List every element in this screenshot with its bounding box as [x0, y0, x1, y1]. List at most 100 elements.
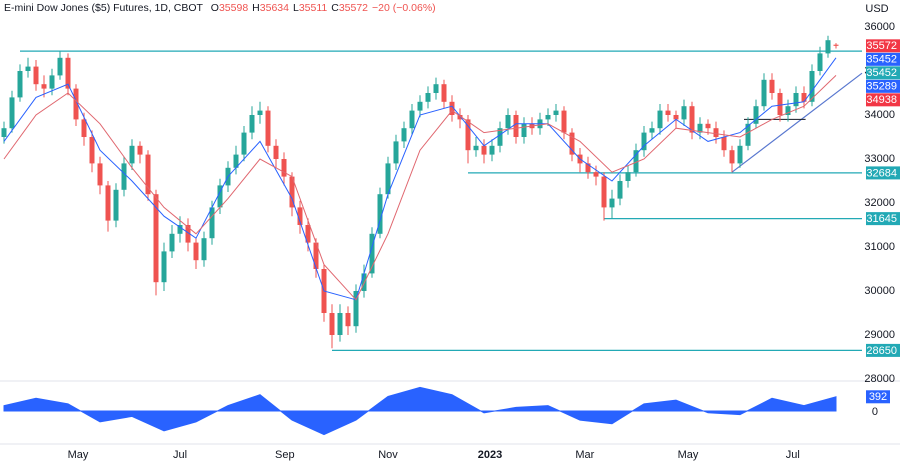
candle-body: [801, 93, 807, 102]
candle-body: [265, 110, 271, 146]
y-tick-label: 32000: [864, 197, 895, 209]
candle-body: [593, 172, 599, 177]
price-label-box: [866, 93, 900, 107]
candle-body: [633, 150, 639, 173]
price-label-box: [866, 66, 900, 80]
price-label-box: [866, 52, 900, 66]
candle-body: [505, 115, 511, 129]
candle-body: [441, 84, 447, 102]
candle-body: [209, 207, 215, 239]
indicator-area: [3, 386, 837, 436]
candle-body: [89, 137, 95, 164]
header-part: 35572: [339, 2, 368, 14]
indicator-label: 392: [869, 391, 887, 403]
price-label: 32684: [866, 167, 897, 179]
candle-body: [609, 198, 615, 208]
price-label-box: [866, 79, 900, 93]
candle-body: [601, 176, 607, 208]
y-tick-label: 30000: [864, 285, 895, 297]
candle-body: [761, 79, 767, 107]
candle-body: [169, 233, 175, 252]
candle-body: [161, 251, 167, 283]
y-tick-label: 28000: [864, 373, 895, 385]
candle-body: [473, 145, 479, 151]
moving-average: [3, 75, 837, 301]
candle-body: [273, 145, 279, 159]
candle-body: [113, 189, 119, 221]
header-part: 35634: [260, 2, 289, 14]
candle-body: [713, 128, 719, 137]
candle-body: [745, 123, 751, 146]
price-label: 35572: [866, 40, 897, 52]
candle-body: [817, 53, 823, 71]
candle-body: [145, 154, 151, 195]
candle-body: [497, 128, 503, 146]
candle-body: [481, 145, 487, 155]
x-tick-label: Jul: [786, 449, 800, 461]
candle-body: [433, 84, 439, 93]
candle-body: [201, 238, 207, 261]
x-tick-label: 2023: [478, 449, 502, 461]
candle-body: [417, 101, 423, 111]
candle-body: [385, 163, 391, 195]
candle-body: [561, 110, 567, 133]
candle-body: [249, 115, 255, 133]
candle-body: [465, 119, 471, 151]
candle-body: [17, 71, 23, 98]
candle-body: [233, 154, 239, 168]
candle-body: [793, 93, 799, 107]
x-tick-label: Mar: [575, 449, 594, 461]
candle-body: [81, 119, 87, 137]
candle-body: [33, 66, 39, 85]
candle-body: [369, 233, 375, 274]
x-tick-label: Sep: [275, 449, 295, 461]
candle-body: [177, 225, 183, 234]
candle-body: [777, 93, 783, 115]
candle-body: [129, 145, 135, 164]
header-part: 35511: [299, 2, 328, 14]
x-tick-label: May: [678, 449, 699, 461]
currency: USD: [865, 3, 888, 15]
indicator-label-box: [866, 390, 890, 404]
price-label: 35452: [866, 54, 897, 66]
y-tick-label: 33000: [864, 153, 895, 165]
candle-body: [681, 106, 687, 120]
candle-body: [297, 207, 303, 225]
candle-body: [569, 132, 575, 155]
candle-body: [449, 101, 455, 115]
header-part: C: [331, 2, 339, 14]
candle-body: [769, 79, 775, 93]
candle-body: [41, 84, 47, 89]
candle-body: [705, 123, 711, 129]
candle-body: [49, 75, 55, 89]
price-label: 34938: [866, 94, 897, 106]
candle-body: [105, 185, 111, 221]
candle-body: [393, 141, 399, 164]
candle-body: [665, 110, 671, 115]
candle-body: [409, 110, 415, 129]
candle-body: [97, 163, 103, 186]
header-part: 35598: [219, 2, 248, 14]
y-tick-label: 34000: [864, 109, 895, 121]
candle-body: [673, 115, 679, 120]
candle-body: [345, 313, 351, 327]
candle-body: [25, 66, 31, 71]
candle-body: [73, 88, 79, 120]
candle-body: [737, 145, 743, 164]
indicator-tick-label: 0: [872, 406, 878, 418]
x-tick-label: May: [68, 449, 89, 461]
candle-body: [241, 132, 247, 155]
price-label: 28650: [866, 345, 897, 357]
candle-body: [489, 145, 495, 155]
x-tick-label: Jul: [173, 449, 187, 461]
candle-body: [521, 123, 527, 137]
candle-body: [545, 115, 551, 120]
candle-body: [585, 163, 591, 173]
candle-body: [785, 106, 791, 115]
candle-body: [401, 128, 407, 142]
trendline: [731, 72, 863, 173]
price-label: 31645: [866, 213, 897, 225]
price-label: 35289: [866, 81, 897, 93]
